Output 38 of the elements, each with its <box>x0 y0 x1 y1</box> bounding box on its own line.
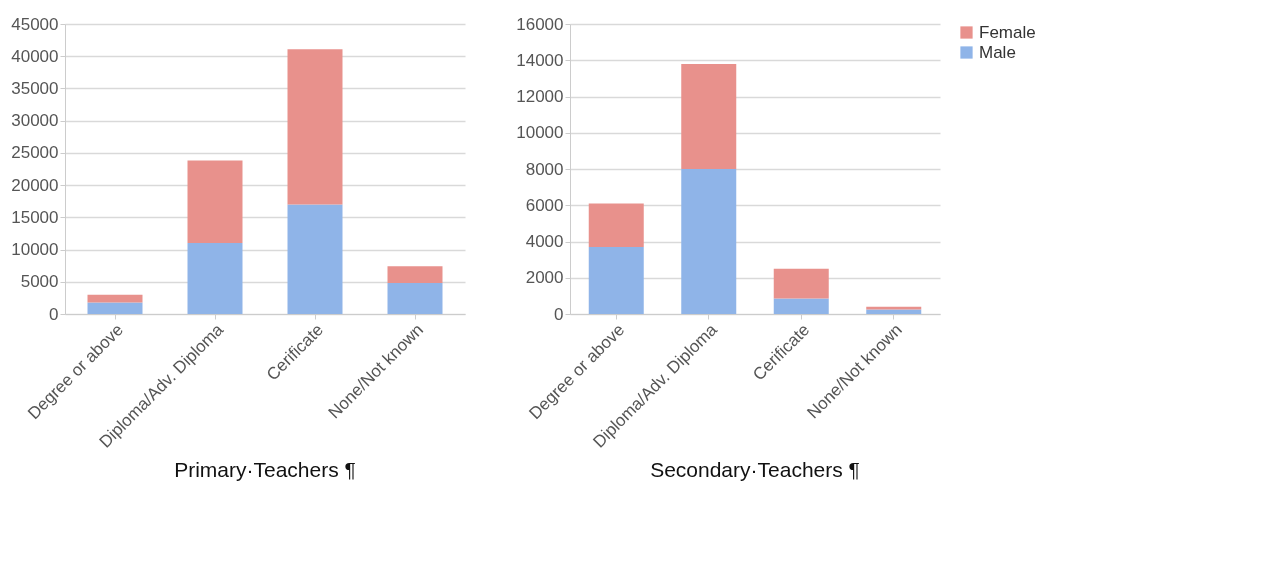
legend-label: Female <box>979 22 1036 42</box>
y-tick-label: 14000 <box>516 50 564 70</box>
y-tick-label: 16000 <box>516 14 564 34</box>
bar <box>681 169 737 314</box>
y-tick-label: 25000 <box>11 143 59 163</box>
bar <box>287 204 343 314</box>
legend-label: Male <box>979 42 1016 62</box>
text: Primary·Teachers ¶ <box>174 458 356 482</box>
y-tick-label: 20000 <box>11 175 59 195</box>
bar <box>287 49 343 205</box>
bar <box>87 294 143 303</box>
y-tick-label: 4000 <box>525 232 564 251</box>
y-tick-label: 15000 <box>11 207 59 227</box>
y-tick-label: 30000 <box>11 111 59 131</box>
bar <box>866 309 922 314</box>
y-tick-label: 35000 <box>11 78 59 98</box>
y-tick-label: 12000 <box>516 87 564 106</box>
bar <box>773 298 829 314</box>
bar <box>588 246 644 314</box>
y-tick-label: 40000 <box>11 46 59 66</box>
y-tick-label: 10000 <box>516 123 564 143</box>
y-tick-label: 45000 <box>11 14 59 34</box>
bar <box>681 63 737 169</box>
bar <box>187 243 243 314</box>
y-tick-label: 0 <box>49 304 59 324</box>
y-tick-label: 2000 <box>525 268 564 288</box>
bar <box>187 160 243 244</box>
y-tick-label: 5000 <box>20 272 59 292</box>
bar <box>387 266 443 284</box>
bar <box>87 302 143 314</box>
bar <box>387 283 443 314</box>
bar <box>588 203 644 247</box>
y-tick-label: 0 <box>554 304 564 324</box>
bar <box>773 268 829 299</box>
y-tick-label: 10000 <box>11 240 59 260</box>
text: Secondary·Teachers ¶ <box>650 458 860 482</box>
y-tick-label: 8000 <box>525 159 564 179</box>
y-tick-label: 6000 <box>525 195 564 215</box>
